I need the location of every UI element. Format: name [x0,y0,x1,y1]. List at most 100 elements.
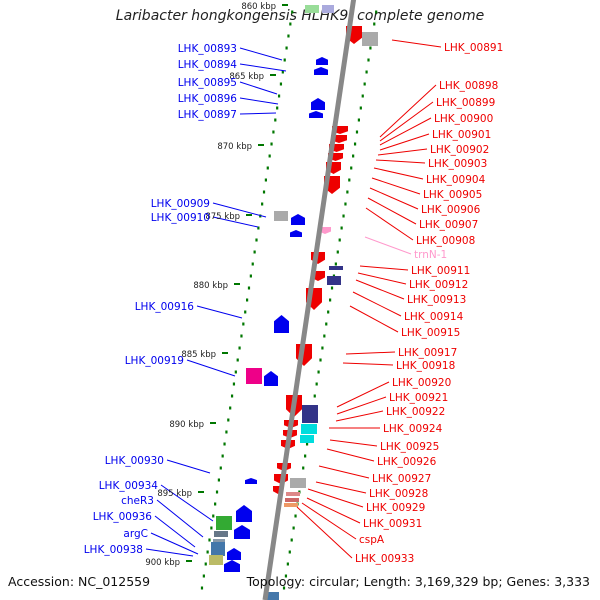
left-track-dot [262,190,266,194]
right-gene-label: LHK_00933 [355,553,414,565]
right-track-dot [325,322,328,326]
right-gene-label: LHK_00905 [423,189,482,201]
scale-label: 875 kbp [205,212,240,222]
topology-text: Topology: circular; Length: 3,169,329 bp… [246,574,590,589]
left-gene-label-connector [239,97,279,105]
left-gene-label: LHK_00910 [151,212,210,224]
right-track-dot [369,46,372,50]
left-gene-label-connector [212,216,259,228]
forward-gene-arrow [290,230,302,237]
backbone-axis [262,0,357,600]
right-gene-label: LHK_00931 [363,518,422,530]
left-track-dot [283,58,286,62]
left-track-dot [234,370,237,374]
right-track-dot [342,214,345,218]
domain-block [329,266,343,270]
left-track-dot [223,442,226,446]
left-track-dot [217,478,220,482]
right-gene-label-connector [307,488,364,508]
left-track-dot [266,166,269,170]
right-gene-label: LHK_00913 [407,294,466,306]
right-track-dot [350,166,353,170]
left-track-dot [247,286,251,290]
right-gene-label: LHK_00911 [411,265,470,277]
right-track-dot [348,178,351,182]
right-gene-label-connector [345,351,396,355]
forward-gene-arrow [314,67,328,75]
right-track-dot [284,574,288,578]
right-gene-label-connector [301,502,357,540]
domain-block [301,424,317,434]
protein-domains [209,5,378,600]
left-gene-label: LHK_00895 [178,77,237,89]
right-gene-label: LHK_00908 [416,235,475,247]
right-track-dot [319,358,322,362]
left-gene-label: LHK_00919 [125,355,184,367]
right-track-dot [317,370,320,374]
right-gene-label-connector [352,291,402,317]
left-track-dot [238,346,241,350]
forward-gene-arrow [309,111,323,118]
right-gene-label-connector [373,167,424,180]
domain-block [284,503,298,507]
right-track-dot [329,298,332,302]
left-gene-label-connector [160,484,214,522]
forward-gene-arrow [311,98,325,110]
left-gene-label: LHK_00909 [151,198,210,210]
left-gene-label-connector [239,63,287,72]
left-track-dot [287,34,290,38]
right-gene-label-connector [371,177,421,195]
right-track-dot [373,22,376,26]
right-track-dot [338,238,341,242]
right-gene-label: LHK_00907 [419,219,478,231]
right-track-dot [375,10,378,14]
right-gene-label-connector [379,84,437,138]
left-gene-label-connector [154,515,196,548]
right-gene-label-connector [315,481,367,494]
right-gene-label: LHK_00906 [421,204,481,216]
right-gene-label-connector [367,197,417,225]
right-gene-label: LHK_00921 [389,392,448,404]
right-gene-label: LHK_00920 [392,377,451,389]
accession-text: Accession: NC_012559 [8,574,151,589]
right-track-dot [323,334,326,338]
domain-block [322,5,334,13]
left-gene-label-connector [212,202,267,218]
left-track-dot [225,430,228,434]
right-gene-label: LHK_00900 [434,113,493,125]
right-gene-label-connector [335,410,384,422]
right-gene-label-connector [326,448,375,462]
right-track-dot [302,466,305,470]
left-track-dot [264,178,267,182]
right-track-dot [353,142,357,146]
left-track-dot [215,490,219,494]
left-gene-label-connector [166,459,211,474]
domain-block [209,555,223,565]
right-gene-label: LHK_00927 [372,473,431,485]
right-gene-label-connector [306,497,361,524]
domain-block [302,405,318,423]
right-gene-label: LHK_00902 [430,144,489,156]
right-gene-label: LHK_00914 [404,311,464,323]
right-gene-label: LHK_00917 [398,347,457,359]
right-track-dot [327,310,330,314]
right-gene-label-connector [379,117,432,146]
forward-gene-arrow [264,371,278,386]
right-gene-label-connector [336,396,387,415]
right-track-dot [365,70,368,74]
right-track-dot [359,106,362,110]
left-track-dot [202,574,205,578]
scale-labels: 860 kbp 865 kbp 870 kbp 875 kbp 880 kbp 885 k… [145,2,276,568]
right-gene-label-connector [355,279,405,300]
left-track-dot [255,238,258,242]
left-track-dot [253,250,256,254]
right-track-dot [321,346,324,350]
scale-label: 870 kbp [217,142,252,152]
left-track-dot [210,526,213,530]
right-gene-label-connector [342,362,394,366]
right-gene-label-connector [375,159,426,164]
scale-label: 880 kbp [193,281,228,291]
domain-block [265,592,279,600]
left-track-dot [270,142,273,146]
domain-block [327,276,341,285]
